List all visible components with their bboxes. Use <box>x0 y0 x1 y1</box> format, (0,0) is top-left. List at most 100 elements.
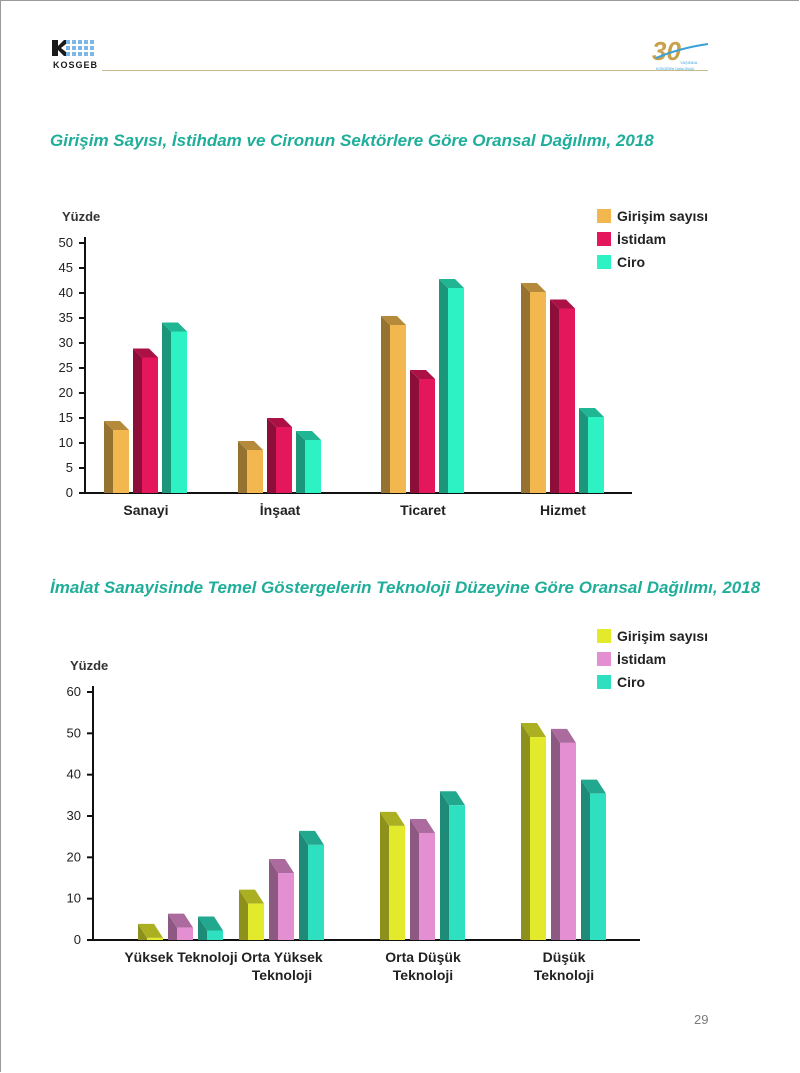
chart-title-sector: Girişim Sayısı, İstihdam ve Cironun Sekt… <box>50 131 654 150</box>
bar-top <box>267 418 292 427</box>
y-axis-label: Yüzde <box>70 658 108 673</box>
bar-sanayi-2 <box>133 348 158 493</box>
y-tick-label: 15 <box>59 410 73 425</box>
bar-orta-düşük-teknoloji-1 <box>380 811 405 940</box>
bar-side <box>267 418 276 493</box>
legend-label: Ciro <box>617 674 645 690</box>
bar-side <box>581 779 590 940</box>
bar-front <box>530 737 546 940</box>
bar-side <box>104 421 113 493</box>
bar-hizmet-3 <box>579 408 604 493</box>
bar-front <box>207 930 223 940</box>
bar-düşük-teknoloji-2 <box>551 728 576 940</box>
bar-orta-yüksek-teknoloji-2 <box>269 859 294 940</box>
bar-side <box>521 283 530 493</box>
chart-technology-distribution: Yüzde 0 10 20 30 40 50 60 Yüksek Teknoloji Orta Y… <box>67 628 709 983</box>
bar-top <box>380 811 405 826</box>
y-tick-label: 25 <box>59 360 73 375</box>
bar-side <box>410 370 419 493</box>
bar-top <box>239 889 264 904</box>
y-tick-label: 50 <box>67 725 81 740</box>
x-tick-label: Teknoloji <box>252 967 312 983</box>
bar-front <box>171 331 187 493</box>
bar-front <box>113 430 129 493</box>
bar-i̇nşaat-2 <box>267 418 292 493</box>
bar-top <box>238 441 263 450</box>
legend-swatch <box>597 255 611 269</box>
header-rule <box>102 70 708 71</box>
bar-side <box>551 728 560 940</box>
bar-orta-düşük-teknoloji-2 <box>410 818 435 940</box>
x-tick-label: Hizmet <box>540 502 586 518</box>
bar-side <box>521 723 530 940</box>
bar-ticaret-3 <box>439 279 464 493</box>
bar-side <box>239 889 248 940</box>
bar-hizmet-1 <box>521 283 546 493</box>
bar-front <box>278 873 294 940</box>
y-axis-label: Yüzde <box>62 209 100 224</box>
y-tick-label: 60 <box>67 684 81 699</box>
x-tick-label: Teknoloji <box>534 967 594 983</box>
bar-side <box>238 441 247 493</box>
x-tick-label: Düşük <box>543 949 586 965</box>
bar-orta-düşük-teknoloji-3 <box>440 791 465 940</box>
bar-top <box>410 818 435 833</box>
bar-top <box>269 859 294 874</box>
bar-front <box>147 937 163 940</box>
bar-front <box>448 288 464 493</box>
bar-top <box>133 348 158 358</box>
bar-front <box>142 357 158 493</box>
bar-top <box>168 913 193 928</box>
bar-top <box>138 923 163 938</box>
bar-side <box>162 322 171 493</box>
y-tick-label: 10 <box>59 435 73 450</box>
bar-side <box>168 913 177 940</box>
legend-label: Girişim sayısı <box>617 208 708 224</box>
bar-front <box>248 903 264 940</box>
legend-label: İstidam <box>617 231 666 247</box>
x-tick-label: Orta Düşük <box>385 949 461 965</box>
bar-front <box>419 832 435 940</box>
bar-front <box>588 417 604 493</box>
bar-side <box>299 830 308 940</box>
x-tick-label: Orta Yüksek <box>241 949 323 965</box>
bar-top <box>579 408 604 417</box>
bar-orta-yüksek-teknoloji-1 <box>239 889 264 940</box>
bar-side <box>440 791 449 940</box>
bar-hizmet-2 <box>550 299 575 493</box>
bar-top <box>381 316 406 325</box>
legend-swatch <box>597 209 611 223</box>
bar-yüksek-teknoloji-3 <box>198 916 223 940</box>
bar-side <box>380 811 389 940</box>
kosgeb-logo-icon <box>52 38 100 58</box>
bar-yüksek-teknoloji-2 <box>168 913 193 940</box>
bar-side <box>138 923 147 940</box>
y-tick-label: 20 <box>59 385 73 400</box>
bar-düşük-teknoloji-3 <box>581 779 606 940</box>
x-tick-label: Ticaret <box>400 502 446 518</box>
bar-side <box>410 818 419 940</box>
bar-front <box>308 844 324 940</box>
legend-swatch <box>597 232 611 246</box>
chart-title-technology: İmalat Sanayisinde Temel Göstergelerin T… <box>50 578 761 597</box>
y-tick-label: 10 <box>67 891 81 906</box>
bar-top <box>410 370 435 379</box>
x-tick-label: Teknoloji <box>393 967 453 983</box>
bar-top <box>296 431 321 440</box>
bar-top <box>162 322 187 332</box>
bar-front <box>305 440 321 493</box>
bar-side <box>381 316 390 493</box>
bar-side <box>269 859 278 940</box>
y-tick-label: 5 <box>66 460 73 475</box>
x-tick-label: Yüksek Teknoloji <box>124 949 237 965</box>
chart-sector-distribution: Yüzde 0 5 10 15 20 25 30 35 40 45 50 Sanayi İnşaat Tic… <box>59 208 709 518</box>
bar-front <box>530 292 546 493</box>
y-tick-label: 30 <box>59 335 73 350</box>
y-tick-label: 40 <box>59 285 73 300</box>
x-tick-label: Sanayi <box>123 502 168 518</box>
page-header: KOSGEB 30 YAŞINDA KOSGEB'te Daha Güçlü <box>0 0 800 80</box>
bar-front <box>560 742 576 940</box>
bar-top <box>440 791 465 806</box>
anniversary-badge-icon: 30 YAŞINDA KOSGEB'te Daha Güçlü <box>652 36 709 71</box>
